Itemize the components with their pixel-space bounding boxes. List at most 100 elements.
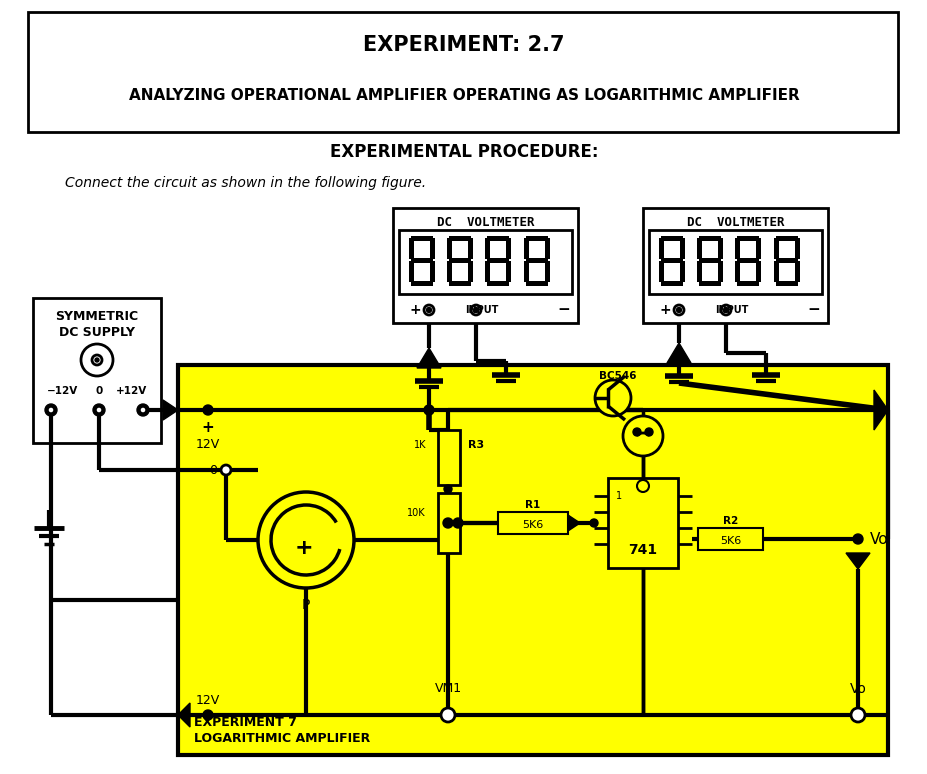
Bar: [775, 281, 797, 286]
Text: R3: R3: [467, 440, 484, 450]
Bar: [28, 12, 897, 132]
Bar: [399, 230, 571, 294]
Bar: [485, 261, 490, 282]
Text: DC  VOLTMETER: DC VOLTMETER: [686, 215, 783, 228]
Bar: [699, 281, 720, 286]
Text: −: −: [557, 303, 570, 317]
Text: +: +: [409, 303, 420, 317]
Text: 1: 1: [616, 491, 621, 501]
Text: 0: 0: [209, 464, 217, 477]
Bar: [794, 238, 799, 259]
Bar: [411, 258, 433, 263]
Text: 5K6: 5K6: [522, 520, 543, 530]
Circle shape: [471, 305, 480, 315]
Circle shape: [92, 355, 102, 365]
Bar: [449, 281, 471, 286]
Circle shape: [590, 519, 597, 527]
Circle shape: [81, 344, 113, 376]
Circle shape: [95, 407, 102, 413]
Circle shape: [137, 404, 149, 416]
Bar: [737, 281, 758, 286]
Bar: [506, 261, 511, 282]
Polygon shape: [567, 515, 579, 531]
Bar: [485, 238, 490, 259]
Bar: [411, 281, 433, 286]
Circle shape: [850, 708, 864, 722]
Text: 10K: 10K: [407, 508, 425, 518]
Circle shape: [221, 465, 231, 475]
Bar: [429, 261, 435, 282]
Bar: [438, 493, 460, 553]
Polygon shape: [873, 390, 887, 430]
Text: ANALYZING OPERATIONAL AMPLIFIER OPERATING AS LOGARITHMIC AMPLIFIER: ANALYZING OPERATIONAL AMPLIFIER OPERATIN…: [129, 87, 798, 102]
Bar: [735, 261, 740, 282]
Polygon shape: [845, 553, 870, 569]
Bar: [697, 528, 762, 550]
Bar: [429, 238, 435, 259]
Circle shape: [644, 428, 653, 436]
Circle shape: [676, 307, 680, 313]
Text: INPUT: INPUT: [714, 305, 747, 315]
Circle shape: [636, 480, 648, 492]
Text: −: −: [806, 303, 819, 317]
Bar: [447, 261, 451, 282]
Bar: [658, 261, 664, 282]
Bar: [607, 478, 678, 568]
Text: 0: 0: [95, 386, 103, 396]
Circle shape: [48, 407, 54, 413]
Circle shape: [442, 710, 452, 720]
Circle shape: [622, 416, 662, 456]
Text: +12V: +12V: [116, 386, 146, 396]
Bar: [773, 261, 778, 282]
Circle shape: [424, 305, 434, 315]
Polygon shape: [667, 343, 691, 363]
Text: DC SUPPLY: DC SUPPLY: [59, 326, 134, 338]
Text: 5K6: 5K6: [719, 536, 741, 546]
Text: R2: R2: [722, 516, 737, 526]
Circle shape: [203, 710, 213, 720]
Bar: [526, 258, 547, 263]
Bar: [737, 236, 758, 241]
Circle shape: [673, 305, 683, 315]
Bar: [409, 261, 413, 282]
Text: INPUT: INPUT: [464, 305, 498, 315]
Bar: [775, 258, 797, 263]
Bar: [438, 430, 460, 485]
Text: P: P: [301, 598, 310, 612]
Bar: [794, 261, 799, 282]
Circle shape: [852, 534, 862, 544]
Bar: [449, 236, 471, 241]
Bar: [523, 261, 528, 282]
Text: 1K: 1K: [413, 440, 425, 450]
Circle shape: [443, 485, 451, 493]
Bar: [737, 258, 758, 263]
Text: Vo: Vo: [870, 532, 888, 546]
Bar: [648, 230, 821, 294]
Bar: [526, 281, 547, 286]
Text: LOGARITHMIC AMPLIFIER: LOGARITHMIC AMPLIFIER: [194, 732, 370, 745]
Circle shape: [632, 428, 641, 436]
Bar: [449, 258, 471, 263]
Circle shape: [452, 518, 463, 528]
Circle shape: [44, 404, 57, 416]
Text: 12V: 12V: [196, 437, 220, 450]
Bar: [498, 512, 567, 534]
Text: DC  VOLTMETER: DC VOLTMETER: [437, 215, 534, 228]
Bar: [409, 238, 413, 259]
Bar: [506, 238, 511, 259]
Bar: [699, 258, 720, 263]
Bar: [660, 258, 682, 263]
Bar: [487, 258, 509, 263]
Text: Connect the circuit as shown in the following figure.: Connect the circuit as shown in the foll…: [65, 176, 425, 190]
Bar: [756, 261, 761, 282]
Circle shape: [594, 380, 630, 416]
Text: EXPERIMENTAL PROCEDURE:: EXPERIMENTAL PROCEDURE:: [329, 143, 598, 161]
Circle shape: [720, 305, 730, 315]
Text: R1: R1: [525, 500, 540, 510]
Bar: [392, 208, 578, 323]
Circle shape: [258, 492, 353, 588]
Bar: [717, 238, 722, 259]
Text: SYMMETRIC: SYMMETRIC: [56, 310, 138, 323]
Text: EXPERIMENT 7: EXPERIMENT 7: [194, 717, 297, 730]
Polygon shape: [163, 400, 178, 420]
